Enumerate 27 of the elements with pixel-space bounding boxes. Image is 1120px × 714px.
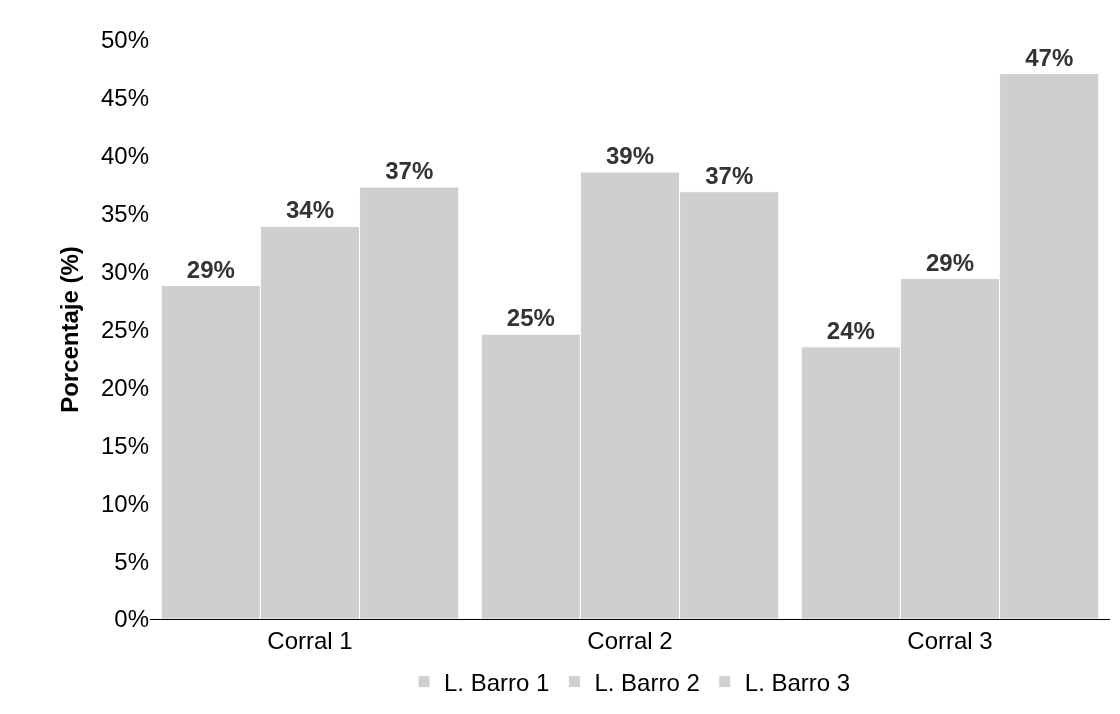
data-label: 39% [605,142,655,170]
y-tick-label: 40% [100,142,149,170]
x-tick-label: Corral 3 [907,626,993,654]
data-label: 29% [925,248,975,276]
data-label: 37% [385,157,434,185]
y-tick-label: 45% [100,84,149,112]
data-label: 37% [705,161,754,189]
y-tick-label: 35% [100,200,149,228]
y-tick-label: 15% [100,431,149,459]
x-tick-label: Corral 2 [587,626,673,654]
y-tick-label: 10% [100,489,149,517]
y-tick-label: 50% [100,26,149,54]
data-label: 24% [826,316,875,344]
x-tick-label: Corral 1 [267,626,353,654]
y-tick-label: 30% [100,258,149,285]
y-tick-label: 5% [114,547,149,575]
y-tick-label: 25% [100,315,149,343]
legend-label: L. Barro 3 [744,668,851,696]
data-label: 47% [1025,43,1074,71]
data-label: 25% [506,304,555,332]
y-tick-label: 20% [100,373,149,401]
legend-label: L. Barro 1 [444,668,550,696]
data-label: 34% [285,196,335,224]
data-label: 29% [186,255,235,283]
legend-label: L. Barro 2 [594,668,700,696]
y-axis-title: Porcentaje (%) [56,246,84,413]
y-tick-label: 0% [114,605,149,633]
